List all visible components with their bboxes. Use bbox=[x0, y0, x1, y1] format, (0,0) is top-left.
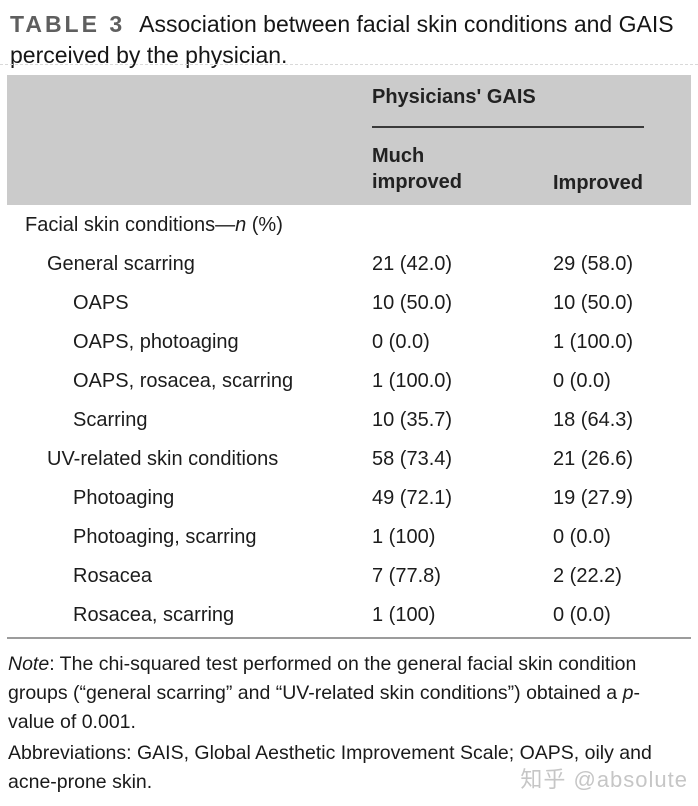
table-row: Rosacea, scarring 1 (100) 0 (0.0) bbox=[7, 596, 691, 635]
value-much-improved: 58 (73.4) bbox=[372, 448, 453, 470]
italic-n: n bbox=[235, 214, 247, 236]
table-section-header-row: Facial skin conditions—n (%) bbox=[7, 206, 691, 245]
row-label: Rosacea bbox=[73, 565, 152, 587]
note-text: Note: The chi-squared test performed on … bbox=[8, 653, 640, 733]
column-header-improved: Improved bbox=[553, 172, 644, 194]
table-body: Facial skin conditions—n (%) General sca… bbox=[7, 206, 691, 635]
value-much-improved: 21 (42.0) bbox=[372, 253, 453, 275]
section-header-label: Facial skin conditions—n (%) bbox=[25, 214, 283, 236]
table-caption-text: Association between facial skin conditio… bbox=[10, 11, 674, 68]
row-label: OAPS, photoaging bbox=[73, 331, 239, 353]
row-label: OAPS, rosacea, scarring bbox=[73, 370, 294, 392]
table-number-label: TABLE 3 bbox=[10, 11, 126, 37]
table-row: UV-related skin conditions 58 (73.4) 21 … bbox=[7, 440, 691, 479]
table-row: Photoaging 49 (72.1) 19 (27.9) bbox=[7, 479, 691, 518]
row-label: Photoaging, scarring bbox=[73, 526, 257, 548]
row-label: Scarring bbox=[73, 409, 148, 431]
italic-p: p bbox=[622, 682, 634, 704]
value-much-improved: 7 (77.8) bbox=[372, 565, 441, 587]
column-group-underline bbox=[372, 126, 644, 128]
value-improved: 0 (0.0) bbox=[553, 526, 611, 548]
row-label: General scarring bbox=[47, 253, 195, 275]
table-row: Scarring 10 (35.7) 18 (64.3) bbox=[7, 401, 691, 440]
value-improved: 1 (100.0) bbox=[553, 331, 634, 353]
table-bottom-rule bbox=[7, 637, 691, 639]
value-improved: 10 (50.0) bbox=[553, 292, 634, 314]
value-much-improved: 49 (72.1) bbox=[372, 487, 453, 509]
table-row: OAPS, photoaging 0 (0.0) 1 (100.0) bbox=[7, 323, 691, 362]
abbreviations-text: Abbreviations: GAIS, Global Aesthetic Im… bbox=[8, 742, 652, 793]
watermark: 知乎 @absolute bbox=[520, 767, 688, 792]
caption-divider bbox=[0, 64, 698, 65]
value-improved: 19 (27.9) bbox=[553, 487, 634, 509]
value-improved: 18 (64.3) bbox=[553, 409, 634, 431]
table-row: General scarring 21 (42.0) 29 (58.0) bbox=[7, 245, 691, 284]
value-much-improved: 10 (50.0) bbox=[372, 292, 453, 314]
value-much-improved: 1 (100) bbox=[372, 604, 436, 626]
row-label: Photoaging bbox=[73, 487, 175, 509]
column-header-much-improved: Much improved bbox=[372, 145, 463, 193]
note-label: Note bbox=[8, 653, 50, 675]
value-much-improved: 1 (100.0) bbox=[372, 370, 453, 392]
row-label: UV-related skin conditions bbox=[47, 448, 279, 470]
table-caption: TABLE 3 Association between facial skin c… bbox=[0, 0, 698, 71]
footnotes: Note: The chi-squared test performed on … bbox=[8, 650, 676, 797]
table-header-block: Physicians' GAIS Much improved Improved bbox=[7, 75, 691, 205]
value-improved: 29 (58.0) bbox=[553, 253, 634, 275]
value-improved: 2 (22.2) bbox=[553, 565, 622, 587]
row-label: OAPS bbox=[73, 292, 129, 314]
value-improved: 0 (0.0) bbox=[553, 604, 611, 626]
column-headers: Much improved Improved bbox=[372, 143, 643, 195]
table-row: Rosacea 7 (77.8) 2 (22.2) bbox=[7, 557, 691, 596]
column-group-header: Physicians' GAIS bbox=[372, 86, 536, 108]
value-much-improved: 10 (35.7) bbox=[372, 409, 453, 431]
value-much-improved: 1 (100) bbox=[372, 526, 436, 548]
table-row: OAPS 10 (50.0) 10 (50.0) bbox=[7, 284, 691, 323]
table-row: OAPS, rosacea, scarring 1 (100.0) 0 (0.0… bbox=[7, 362, 691, 401]
value-improved: 21 (26.6) bbox=[553, 448, 634, 470]
value-much-improved: 0 (0.0) bbox=[372, 331, 430, 353]
table-row: Photoaging, scarring 1 (100) 0 (0.0) bbox=[7, 518, 691, 557]
value-improved: 0 (0.0) bbox=[553, 370, 611, 392]
row-label: Rosacea, scarring bbox=[73, 604, 235, 626]
